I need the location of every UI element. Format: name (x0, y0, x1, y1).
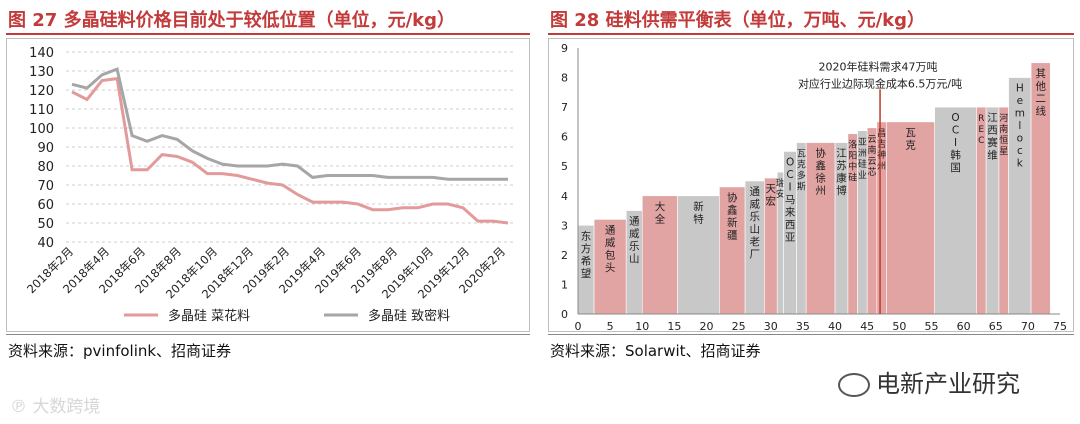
right-chart-title: 图 28 硅料供需平衡表（单位，万吨、元/kg） (550, 10, 926, 31)
wechat-icon (838, 373, 870, 397)
bar-label: 云南云芯 (868, 135, 877, 178)
x-tick-label: 10 (635, 320, 649, 332)
y-tick-label: 50 (37, 217, 54, 232)
bar-label: 昌吉神州 (877, 128, 886, 172)
watermark-right: 电新产业研究 (838, 364, 1020, 399)
plot-frame (6, 38, 530, 332)
y-tick-label: 70 (37, 179, 54, 194)
legend-label: 多晶硅 菜花料 (168, 308, 250, 324)
bar-label: 通威乐山 (629, 216, 640, 265)
x-tick-label: 5 (607, 320, 614, 332)
cost-bar (719, 186, 746, 315)
x-tick-label: 65 (989, 320, 1003, 332)
y-tick-label: 40 (37, 236, 54, 251)
plot-frame (548, 38, 1074, 332)
y-tick-label: 90 (37, 141, 54, 156)
bar-label: O C I 韩国 (950, 112, 961, 174)
bar-label: 协鑫徐州 (815, 147, 826, 198)
y-tick-label: 120 (29, 84, 54, 99)
annotation-line-1: 2020年硅料需求47万吨 (819, 60, 938, 74)
y-tick-label: 5 (561, 160, 568, 173)
cost-bar (641, 195, 678, 315)
x-tick-label: 30 (764, 320, 778, 332)
y-tick-label: 110 (29, 103, 54, 118)
x-tick-label: 25 (732, 320, 746, 332)
bar-label: 瑞安 (776, 177, 785, 200)
watermark-logo-icon: ℗ (10, 397, 33, 417)
x-tick-label: 50 (892, 320, 906, 332)
y-tick-label: 60 (37, 198, 54, 213)
series-line (71, 67, 508, 181)
y-tick-label: 6 (561, 131, 568, 144)
y-tick-label: 9 (561, 42, 568, 55)
watermark-left: ℗ 大数跨境 (10, 392, 100, 417)
x-tick-label: 45 (860, 320, 874, 332)
bar-label: 协鑫新疆 (727, 191, 738, 242)
bar-label: 洛阳中硅 (848, 139, 857, 184)
bar-label: 亚洲硅业 (858, 137, 867, 181)
bar-label: 其他二线 (1035, 68, 1046, 118)
x-tick-label: 70 (1021, 320, 1035, 332)
y-tick-label: 0 (561, 308, 568, 321)
y-tick-label: 2 (561, 249, 568, 262)
y-tick-label: 100 (29, 122, 54, 137)
x-tick-label: 75 (1053, 320, 1067, 332)
left-title-rule (6, 33, 530, 35)
bar-label: 瓦克多斯 (797, 149, 806, 193)
bar-label: 通威乐山老厂 (749, 186, 760, 261)
left-source-rule (6, 334, 530, 335)
y-tick-label: 140 (29, 46, 54, 61)
left-source-note: 资料来源：pvinfolink、招商证券 (8, 342, 232, 360)
y-tick-label: 1 (561, 278, 568, 291)
y-tick-label: 4 (561, 190, 568, 203)
cost-bar (677, 195, 720, 315)
y-tick-label: 3 (561, 219, 568, 232)
annotation-line-2: 对应行业边际现金成本6.5万元/吨 (798, 76, 962, 90)
x-tick-label: 40 (828, 320, 842, 332)
bar-label: 天宏 (766, 183, 777, 208)
x-tick-label: 55 (924, 320, 938, 332)
cost-bar (886, 121, 935, 315)
bar-label: 河南恒星 (999, 112, 1008, 157)
x-tick-label: 0 (575, 320, 582, 332)
series-line (71, 76, 509, 225)
bar-label: O C I 马来西亚 (785, 156, 796, 243)
cost-bar (593, 219, 627, 315)
y-tick-label: 130 (29, 65, 54, 80)
bar-label: 通威包头 (605, 224, 616, 274)
x-tick-label: 60 (957, 320, 971, 332)
watermark-right-text: 电新产业研究 (876, 370, 1020, 398)
x-tick-label: 35 (796, 320, 810, 332)
legend-label: 多晶硅 致密料 (368, 308, 450, 324)
bar-label: 江西赛维 (987, 112, 998, 162)
left-line-chart: 4050607080901001101201301402018年2月2018年4… (6, 38, 530, 332)
cost-bar (805, 142, 836, 315)
bar-label: 江苏康博 (836, 148, 847, 198)
cost-bar (934, 106, 977, 315)
right-source-note: 资料来源：Solarwit、招商证券 (550, 342, 761, 360)
y-tick-label: 8 (561, 72, 568, 85)
y-tick-label: 7 (561, 101, 568, 114)
y-tick-label: 80 (37, 160, 54, 175)
x-tick-label: 20 (700, 320, 714, 332)
bar-label: 东方希望 (581, 229, 592, 279)
left-chart-title: 图 27 多晶硅料价格目前处于较低位置（单位，元/kg） (8, 10, 456, 31)
bar-label: 新特 (693, 200, 704, 226)
right-title-rule (548, 33, 1074, 35)
bar-label: 大全 (655, 200, 666, 226)
right-source-rule (548, 334, 1074, 335)
bar-label: 瓦克 (905, 127, 916, 152)
watermark-left-text: 大数跨境 (32, 397, 101, 417)
x-tick-label: 15 (667, 320, 681, 332)
